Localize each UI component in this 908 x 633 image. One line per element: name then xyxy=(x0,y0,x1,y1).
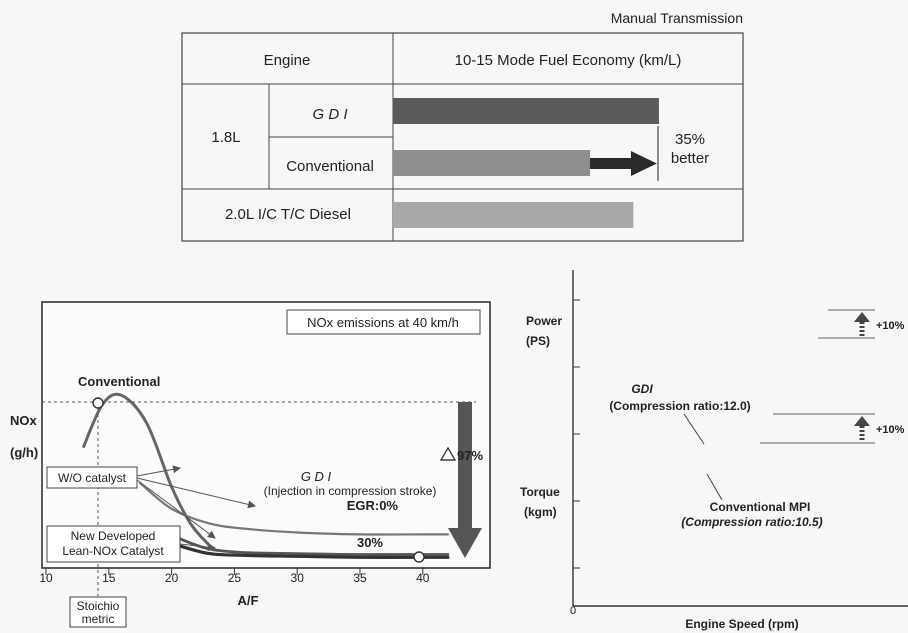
wo-arrow-egr30 xyxy=(136,479,216,539)
nox-x-tick-label: 25 xyxy=(228,571,242,585)
table-border xyxy=(181,32,744,242)
label-gdi-mode: (Injection in compression stroke) xyxy=(264,484,437,498)
perf-x-tick-label: 0 xyxy=(570,605,576,617)
bar-diesel xyxy=(393,202,634,228)
reduction-arrow-head xyxy=(448,528,482,558)
nox-x-tick-label: 30 xyxy=(291,571,305,585)
catalyst-arrow xyxy=(179,543,216,552)
label-new-catalyst-line2: Lean-NOx Catalyst xyxy=(62,544,164,558)
label-stoich-line1: Stoichio xyxy=(77,599,120,613)
performance-chart: Power (PS) Torque (kgm) Engine Speed (rp… xyxy=(520,270,908,631)
power-label-line2: (PS) xyxy=(526,334,550,348)
reduction-arrow-shaft xyxy=(458,402,472,529)
header-engine: Engine xyxy=(264,52,311,69)
power-gain-label: +10% xyxy=(876,320,905,332)
nox-condition-label: NOx emissions at 40 km/h xyxy=(307,315,459,330)
header-fuel-economy: 10-15 Mode Fuel Economy (km/L) xyxy=(455,52,682,69)
label-gdi: G D I xyxy=(301,469,332,484)
nox-x-tick-label: 40 xyxy=(416,571,430,585)
gdi-leader-line xyxy=(683,413,705,445)
bar-conventional xyxy=(393,150,590,176)
mpi-leader-line xyxy=(706,473,723,501)
nox-x-tick-label: 35 xyxy=(353,571,367,585)
annotation-better: better xyxy=(671,150,709,167)
stoich-marker xyxy=(92,397,104,409)
nox-xlabel: A/F xyxy=(238,593,259,608)
fuel-economy-bars xyxy=(393,98,659,228)
row-label-conventional: Conventional xyxy=(286,158,374,175)
power-gain-arrow-head xyxy=(854,312,870,322)
label-egr-30: 30% xyxy=(357,535,383,550)
delta-triangle xyxy=(439,446,457,461)
nox-ylabel-line1: NOx xyxy=(10,413,38,428)
torque-gain-label: +10% xyxy=(876,424,905,436)
perf-xlabel: Engine Speed (rpm) xyxy=(685,617,798,631)
label-wo-catalyst: W/O catalyst xyxy=(58,471,127,485)
mpi-label-line1: Conventional MPI xyxy=(710,500,811,514)
af40-marker xyxy=(413,551,425,563)
stoich-box xyxy=(69,596,127,628)
group-label-1-8l: 1.8L xyxy=(211,129,240,146)
wo-arrow-gdi xyxy=(136,477,256,509)
power-label-line1: Power xyxy=(526,314,562,328)
bar-gdi xyxy=(393,98,659,124)
nox-plot-frame xyxy=(41,301,491,569)
wo-arrow-conventional xyxy=(136,465,181,477)
wo-catalyst-box xyxy=(46,466,138,489)
fuel-economy-table: Manual Transmission Engine 10-15 Mode Fu… xyxy=(181,10,744,242)
mpi-label-line2: (Compression ratio:10.5) xyxy=(681,515,822,529)
row-label-gdi: G D I xyxy=(312,106,347,123)
torque-gain-arrow-head xyxy=(854,416,870,426)
perf-x-ticks: 02000400060008000 xyxy=(570,600,576,617)
label-reduction: 97% xyxy=(457,448,483,463)
nox-ylabel-line2: (g/h) xyxy=(10,445,38,460)
label-stoich-line2: metric xyxy=(82,612,115,626)
nox-condition-box xyxy=(286,309,481,335)
label-new-catalyst-line1: New Developed xyxy=(71,529,156,543)
nox-x-ticks: 10 15 20 25 30 35 40 xyxy=(39,568,430,585)
nox-chart: NOx emissions at 40 km/h NOx (g/h) A/F 1… xyxy=(10,301,491,628)
row-label-diesel: 2.0L I/C T/C Diesel xyxy=(225,206,351,223)
nox-x-tick-label: 10 xyxy=(39,571,53,585)
annotation-35pct: 35% xyxy=(675,131,705,148)
gdi-label-line2: (Compression ratio:12.0) xyxy=(609,399,750,413)
transmission-note: Manual Transmission xyxy=(611,10,743,26)
nox-x-tick-label: 15 xyxy=(102,571,116,585)
nox-x-tick-label: 20 xyxy=(165,571,179,585)
curve-gdi-egr0 xyxy=(139,482,449,536)
improvement-arrow-shaft xyxy=(590,158,633,169)
torque-label-line1: Torque xyxy=(520,485,560,499)
gdi-label-line1: GDI xyxy=(631,382,653,396)
improvement-arrow-head xyxy=(630,151,657,176)
label-egr-0: EGR:0% xyxy=(347,498,399,513)
new-catalyst-box xyxy=(46,525,181,563)
label-conventional: Conventional xyxy=(78,374,160,389)
torque-label-line2: (kgm) xyxy=(524,505,557,519)
